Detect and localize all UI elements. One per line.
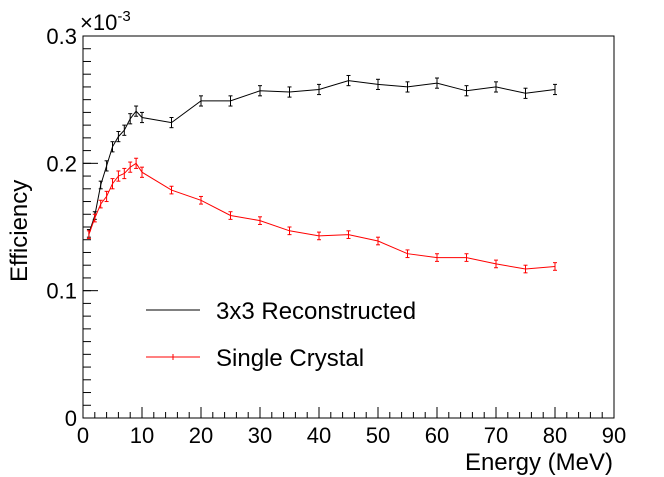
x-tick-labels: 0 10 20 30 40 50 60 70 80 90 [77,423,626,448]
x-tick-label: 40 [307,423,331,448]
x-tick-label: 30 [248,423,272,448]
series-layer [86,74,557,274]
y-tick-label: 0 [65,406,77,431]
x-tick-label: 20 [189,423,213,448]
legend-label-3x3: 3x3 Reconstructed [216,298,416,325]
x-axis-title: Energy (MeV) [465,449,613,476]
x-tick-label: 80 [543,423,567,448]
legend-label-single-crystal: Single Crystal [216,345,364,372]
x-tick-label: 10 [130,423,154,448]
y-multiplier: ×10-3 [80,8,131,35]
y-tick-labels: 0 0.1 0.2 0.3 [46,24,77,431]
series-0 [86,74,557,238]
x-tick-label: 70 [484,423,508,448]
legend: 3x3 Reconstructed Single Crystal [146,298,416,372]
x-tick-label: 0 [77,423,89,448]
x-tick-label: 60 [425,423,449,448]
y-tick-label: 0.1 [46,279,77,304]
series-1 [86,157,557,274]
series-line [88,162,556,270]
x-tick-label: 50 [366,423,390,448]
x-tick-label: 90 [602,423,626,448]
series-line [88,80,556,234]
y-tick-label: 0.2 [46,151,77,176]
y-tick-label: 0.3 [46,24,77,49]
axis-ticks [82,35,615,419]
y-axis-title: Efficiency [6,180,33,282]
